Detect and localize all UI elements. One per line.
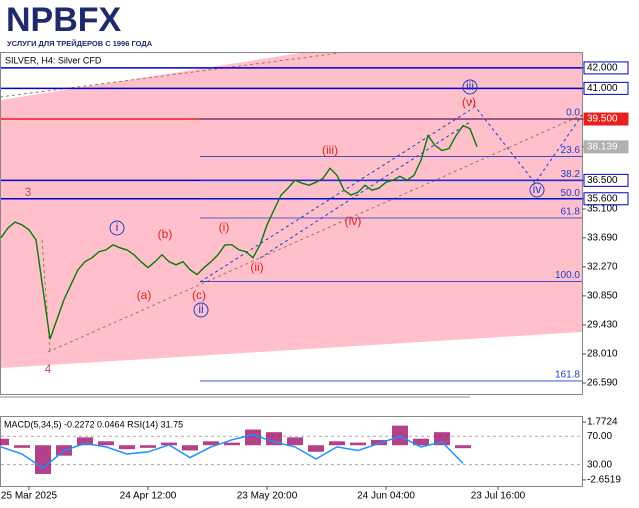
price-box xyxy=(583,192,629,206)
logo: NPBFX xyxy=(6,1,122,39)
macd-bar xyxy=(392,425,408,446)
macd-bar xyxy=(161,442,177,446)
macd-bar xyxy=(119,445,135,450)
y-tick-label: 36.500 xyxy=(587,175,618,186)
fibo-label: 61.8 xyxy=(561,207,581,218)
macd-bar xyxy=(182,445,198,451)
price-box xyxy=(583,81,629,95)
x-tick-label: 23 May 20:00 xyxy=(237,491,298,502)
wave-label: 4 xyxy=(45,362,52,376)
macd-bar xyxy=(434,432,450,446)
y-tick-label: 35.600 xyxy=(587,193,618,204)
fibo-label: 0.0 xyxy=(566,108,580,119)
price-box xyxy=(583,173,629,187)
indicator-panel xyxy=(0,416,583,487)
macd-bar xyxy=(350,442,366,446)
macd-bar xyxy=(14,445,30,448)
wave-label: (ii) xyxy=(250,260,263,274)
wave-label: (v) xyxy=(462,95,476,109)
fibo-label: 161.8 xyxy=(555,370,580,381)
chart-title: SILVER, H4: Silver CFD xyxy=(5,55,102,65)
y-tick-label: 32.270 xyxy=(587,261,618,272)
wave-circle xyxy=(193,302,209,318)
wave-label: iv xyxy=(533,182,542,196)
y-tick-label: 39.500 xyxy=(587,114,618,125)
price-box xyxy=(583,61,629,75)
wave-circle xyxy=(529,182,545,198)
wave-label: (c) xyxy=(192,288,206,302)
indicator-title: MACD(5,34,5) -0.2272 0.0464 RSI(14) 31.7… xyxy=(4,419,183,429)
y-tick-label: 1.7724 xyxy=(587,417,618,428)
macd-bar xyxy=(203,441,219,446)
fibo-label: 38.2 xyxy=(561,169,581,180)
wave-label: iii xyxy=(466,79,474,93)
wave-label: 3 xyxy=(25,185,32,199)
macd-bar xyxy=(455,445,471,449)
wave-label: (b) xyxy=(158,227,173,241)
x-tick-label: 24 Jun 04:00 xyxy=(357,491,415,502)
fibo-label: 23.6 xyxy=(561,145,581,156)
macd-bar xyxy=(98,441,114,446)
y-tick-label: 41.000 xyxy=(587,83,618,94)
trendline xyxy=(199,109,471,283)
price-box xyxy=(583,112,629,126)
macd-bar xyxy=(0,438,9,446)
y-tick-label: 30.850 xyxy=(587,291,618,302)
channel-area xyxy=(1,53,582,368)
x-tick-label: 23 Jul 16:00 xyxy=(471,491,526,502)
x-tick-label: 25 Mar 2025 xyxy=(1,491,58,502)
wave-label: ii xyxy=(198,302,203,316)
fibo-label: 50.0 xyxy=(561,188,581,199)
y-tick-label: 35.100 xyxy=(587,204,618,215)
price-line xyxy=(0,124,478,340)
wave-label: (a) xyxy=(137,288,152,302)
wave-line xyxy=(41,239,51,353)
macd-bar xyxy=(308,445,324,452)
wave-circle xyxy=(462,79,478,95)
y-tick-label: 26.590 xyxy=(587,378,618,389)
macd-bar xyxy=(266,432,282,446)
y-tick-label: 29.430 xyxy=(587,320,618,331)
macd-bar xyxy=(224,442,240,446)
fibo-label: 100.0 xyxy=(555,270,580,281)
wave-circle xyxy=(109,220,125,236)
wave-label: (iv) xyxy=(345,214,362,228)
y-tick-label: -2.6519 xyxy=(587,475,621,486)
wave-label: i xyxy=(116,220,119,234)
macd-bar xyxy=(245,429,261,446)
x-tick-label: 24 Apr 12:00 xyxy=(120,491,177,502)
macd-bar xyxy=(287,437,303,446)
price-box xyxy=(583,140,629,154)
logo-tagline: УСЛУГИ ДЛЯ ТРЕЙДЕРОВ С 1996 ГОДА xyxy=(7,39,153,48)
macd-bar xyxy=(140,445,156,448)
trendline xyxy=(47,114,583,353)
y-tick-label: 38.139 xyxy=(587,141,618,152)
y-tick-label: 33.690 xyxy=(587,232,618,243)
macd-bar xyxy=(413,438,429,446)
macd-bar xyxy=(77,437,93,446)
wave-label: (i) xyxy=(219,220,230,234)
rsi-line xyxy=(0,434,464,470)
macd-bar xyxy=(35,445,51,474)
wave-label: (iii) xyxy=(322,143,338,157)
y-tick-label: 42.000 xyxy=(587,63,618,74)
y2-tick-label: 30.00 xyxy=(587,459,612,470)
y-tick-label: 28.010 xyxy=(587,349,618,360)
macd-bar xyxy=(329,441,345,446)
y2-tick-label: 70.00 xyxy=(587,431,612,442)
